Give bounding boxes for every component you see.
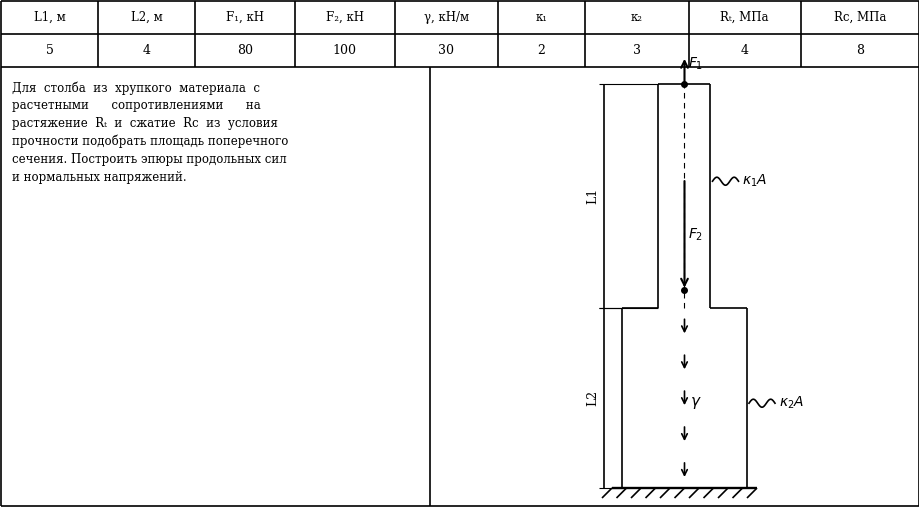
Text: L2: L2: [585, 390, 598, 406]
Text: $\kappa_1 A$: $\kappa_1 A$: [742, 173, 767, 190]
Text: и нормальных напряжений.: и нормальных напряжений.: [12, 171, 187, 184]
Text: 5: 5: [46, 44, 53, 57]
Text: расчетными      сопротивлениями      на: расчетными сопротивлениями на: [12, 99, 260, 112]
Text: Rₜ, МПа: Rₜ, МПа: [720, 11, 768, 24]
Text: 100: 100: [333, 44, 357, 57]
Text: 3: 3: [632, 44, 641, 57]
Text: F₁, кН: F₁, кН: [226, 11, 264, 24]
Text: Для  столба  из  хрупкого  материала  с: Для столба из хрупкого материала с: [12, 81, 260, 94]
Text: $F_2$: $F_2$: [687, 226, 703, 242]
Text: 30: 30: [437, 44, 454, 57]
Text: 8: 8: [855, 44, 863, 57]
Text: к₁: к₁: [535, 11, 547, 24]
Text: F₂, кН: F₂, кН: [325, 11, 363, 24]
Text: 80: 80: [237, 44, 253, 57]
Text: 2: 2: [537, 44, 545, 57]
Text: L1: L1: [585, 188, 598, 204]
Text: Rс, МПа: Rс, МПа: [833, 11, 885, 24]
Text: к₂: к₂: [630, 11, 642, 24]
Text: 4: 4: [740, 44, 748, 57]
Text: 4: 4: [142, 44, 151, 57]
Text: L2, м: L2, м: [130, 11, 163, 24]
Text: $F_1$: $F_1$: [687, 56, 703, 73]
Text: L1, м: L1, м: [34, 11, 65, 24]
Text: растяжение  Rₜ  и  сжатие  Rс  из  условия: растяжение Rₜ и сжатие Rс из условия: [12, 117, 278, 130]
Text: прочности подобрать площадь поперечного: прочности подобрать площадь поперечного: [12, 135, 288, 149]
Text: сечения. Построить эпюры продольных сил: сечения. Построить эпюры продольных сил: [12, 153, 287, 166]
Text: γ, кН/м: γ, кН/м: [424, 11, 469, 24]
Text: $\kappa_2 A$: $\kappa_2 A$: [778, 395, 803, 411]
Text: $\gamma$: $\gamma$: [690, 395, 701, 411]
